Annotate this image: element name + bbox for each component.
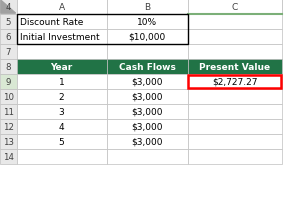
Bar [0,0,16,15]
Bar [188,60,282,74]
Bar [16,15,106,30]
Text: 14: 14 [3,152,14,161]
Bar [0,0,16,15]
Text: $2,727.27: $2,727.27 [212,78,257,86]
Bar [188,149,282,164]
Bar [106,45,188,60]
Bar [0,149,16,164]
Bar [0,119,16,134]
Text: $3,000: $3,000 [131,137,163,146]
Text: $3,000: $3,000 [131,122,163,131]
Text: Year: Year [50,63,73,71]
Bar [188,0,282,15]
Bar [16,149,106,164]
Bar [16,89,106,104]
Text: B: B [144,3,150,12]
Text: 1: 1 [58,78,64,86]
Bar [106,30,188,45]
Bar [188,45,282,60]
Bar [0,45,16,60]
Bar [0,60,16,74]
Bar [188,74,282,89]
Bar [0,15,16,30]
Bar [188,75,281,89]
Text: 4: 4 [5,3,11,12]
Bar [0,89,16,104]
Bar [16,30,106,45]
Bar [106,89,188,104]
Bar [188,89,282,104]
Bar [0,74,16,89]
Text: C: C [232,3,238,12]
Bar [16,0,106,15]
Text: 5: 5 [58,137,64,146]
Text: Discount Rate: Discount Rate [20,18,83,27]
Text: Initial Investment: Initial Investment [20,33,100,42]
Bar [106,15,188,30]
Text: 3: 3 [58,107,64,116]
Text: $3,000: $3,000 [131,78,163,86]
Text: 2: 2 [59,92,64,101]
Text: 8: 8 [5,63,11,71]
Bar [188,15,282,30]
Text: Cash Flows: Cash Flows [118,63,176,71]
Bar [106,149,188,164]
Bar [0,104,16,119]
Bar [106,0,188,15]
Bar [16,104,106,119]
Text: 4: 4 [59,122,64,131]
Text: 6: 6 [5,33,11,42]
Bar [16,45,106,60]
Text: 10%: 10% [137,18,157,27]
Text: 10: 10 [3,92,14,101]
Bar [106,74,188,89]
Text: A: A [58,3,64,12]
Text: $10,000: $10,000 [128,33,166,42]
Bar [16,119,106,134]
Bar [16,74,106,89]
Bar [188,0,282,15]
Bar [106,60,188,74]
Bar [0,134,16,149]
Bar [188,30,282,45]
Bar [16,15,187,45]
Bar [188,134,282,149]
Text: 7: 7 [5,48,11,57]
Text: 12: 12 [3,122,14,131]
Bar [16,60,106,74]
Bar [106,104,188,119]
Bar [106,0,188,15]
Bar [0,30,16,45]
Text: Present Value: Present Value [199,63,270,71]
Polygon shape [1,1,16,14]
Text: $3,000: $3,000 [131,107,163,116]
Text: $3,000: $3,000 [131,92,163,101]
Text: 13: 13 [3,137,14,146]
Bar [188,119,282,134]
Bar [106,119,188,134]
Text: 11: 11 [3,107,14,116]
Bar [16,0,106,15]
Bar [106,134,188,149]
Text: 9: 9 [6,78,11,86]
Text: 5: 5 [5,18,11,27]
Bar [16,134,106,149]
Bar [188,104,282,119]
